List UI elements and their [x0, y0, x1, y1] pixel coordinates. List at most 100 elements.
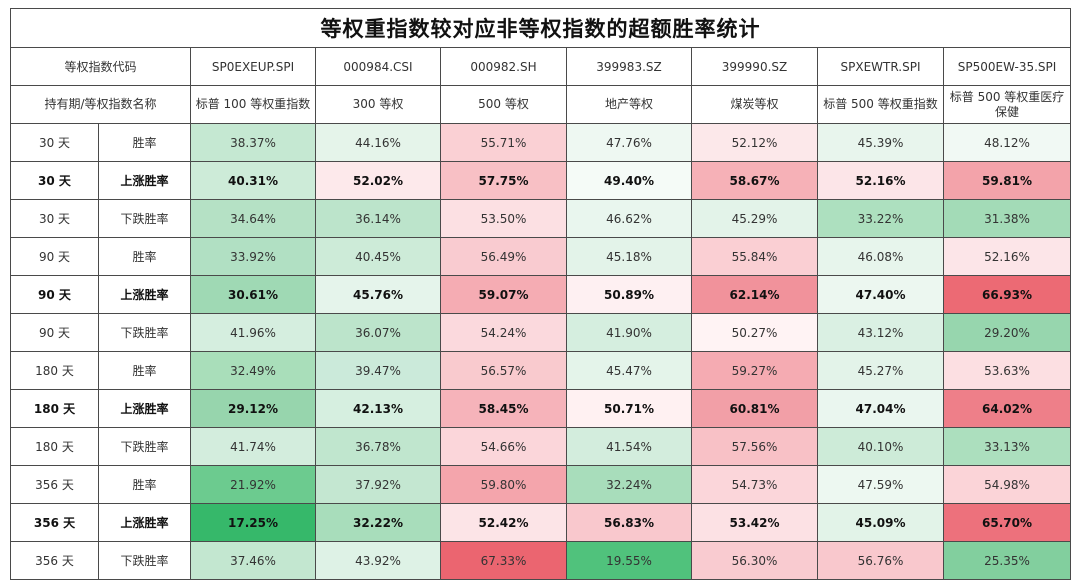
win-rate-cell: 53.50%	[440, 199, 567, 238]
win-rate-cell: 54.98%	[942, 465, 1072, 504]
win-rate-cell: 59.81%	[942, 161, 1072, 200]
win-rate-cell: 42.13%	[315, 389, 441, 428]
holding-period-cell: 30 天	[10, 161, 99, 200]
win-rate-cell: 41.96%	[190, 313, 316, 352]
holding-period-cell: 30 天	[10, 123, 99, 162]
win-rate-cell: 57.75%	[440, 161, 567, 200]
win-rate-cell: 29.20%	[942, 313, 1072, 352]
win-rate-cell: 52.16%	[942, 237, 1072, 276]
win-rate-cell: 43.92%	[315, 541, 441, 580]
win-rate-cell: 54.73%	[691, 465, 818, 504]
column-index-code: SP0EXEUP.SPI	[190, 47, 316, 86]
win-rate-cell: 60.81%	[691, 389, 818, 428]
win-rate-cell: 66.93%	[942, 275, 1072, 314]
win-rate-cell: 53.42%	[691, 503, 818, 542]
holding-period-cell: 356 天	[10, 503, 99, 542]
win-rate-cell: 56.30%	[691, 541, 818, 580]
win-rate-cell: 25.35%	[942, 541, 1072, 580]
table-row: 90 天下跌胜率 41.96% 36.07% 54.24% 41.90% 50.27% 43…	[10, 313, 1072, 352]
metric-cell: 下跌胜率	[98, 313, 191, 352]
metric-cell: 上涨胜率	[98, 389, 191, 428]
win-rate-cell: 41.90%	[566, 313, 692, 352]
metric-cell: 上涨胜率	[98, 503, 191, 542]
metric-cell: 上涨胜率	[98, 275, 191, 314]
win-rate-cell: 40.10%	[817, 427, 944, 466]
win-rate-cell: 54.66%	[440, 427, 567, 466]
win-rate-cell: 46.08%	[817, 237, 944, 276]
win-rate-cell: 37.92%	[315, 465, 441, 504]
win-rate-cell: 29.12%	[190, 389, 316, 428]
win-rate-cell: 45.18%	[566, 237, 692, 276]
table-row: 30 天上涨胜率 40.31% 52.02% 57.75% 49.40% 58.67% 52…	[10, 161, 1072, 200]
metric-cell: 胜率	[98, 237, 191, 276]
win-rate-cell: 30.61%	[190, 275, 316, 314]
metric-cell: 上涨胜率	[98, 161, 191, 200]
win-rate-cell: 33.22%	[817, 199, 944, 238]
win-rate-cell: 50.71%	[566, 389, 692, 428]
win-rate-cell: 36.78%	[315, 427, 441, 466]
win-rate-cell: 32.24%	[566, 465, 692, 504]
win-rate-cell: 55.84%	[691, 237, 818, 276]
win-rate-cell: 46.62%	[566, 199, 692, 238]
win-rate-cell: 41.74%	[190, 427, 316, 466]
win-rate-cell: 45.76%	[315, 275, 441, 314]
stats-table-container: 等权重指数较对应非等权指数的超额胜率统计 等权指数代码 SP0EXEUP.SPI…	[9, 8, 1072, 580]
column-index-name: 煤炭等权	[691, 85, 818, 124]
win-rate-cell: 34.64%	[190, 199, 316, 238]
win-rate-cell: 45.39%	[817, 123, 944, 162]
win-rate-cell: 32.49%	[190, 351, 316, 390]
column-index-code: SP500EW-35.SPI	[942, 47, 1072, 86]
excess-win-rate-table: 等权重指数较对应非等权指数的超额胜率统计 等权指数代码 SP0EXEUP.SPI…	[9, 8, 1072, 580]
index-name-label: 持有期/等权指数名称	[10, 85, 191, 124]
win-rate-cell: 44.16%	[315, 123, 441, 162]
win-rate-cell: 52.16%	[817, 161, 944, 200]
holding-period-cell: 90 天	[10, 275, 99, 314]
win-rate-cell: 52.12%	[691, 123, 818, 162]
win-rate-cell: 65.70%	[942, 503, 1072, 542]
win-rate-cell: 57.56%	[691, 427, 818, 466]
table-row: 90 天上涨胜率 30.61% 45.76% 59.07% 50.89% 62.14% 47…	[10, 275, 1072, 314]
table-row: 180 天下跌胜率 41.74% 36.78% 54.66% 41.54% 57.56% 4…	[10, 427, 1072, 466]
win-rate-cell: 19.55%	[566, 541, 692, 580]
win-rate-cell: 38.37%	[190, 123, 316, 162]
win-rate-cell: 54.24%	[440, 313, 567, 352]
column-index-code: 000984.CSI	[315, 47, 441, 86]
win-rate-cell: 56.83%	[566, 503, 692, 542]
win-rate-cell: 49.40%	[566, 161, 692, 200]
table-row: 90 天胜率 33.92% 40.45% 56.49% 45.18% 55.84% 46.0…	[10, 237, 1072, 276]
column-index-code: SPXEWTR.SPI	[817, 47, 944, 86]
holding-period-cell: 180 天	[10, 427, 99, 466]
win-rate-cell: 59.07%	[440, 275, 567, 314]
win-rate-cell: 56.57%	[440, 351, 567, 390]
win-rate-cell: 36.14%	[315, 199, 441, 238]
win-rate-cell: 50.89%	[566, 275, 692, 314]
win-rate-cell: 21.92%	[190, 465, 316, 504]
win-rate-cell: 48.12%	[942, 123, 1072, 162]
holding-period-cell: 90 天	[10, 313, 99, 352]
win-rate-cell: 59.80%	[440, 465, 567, 504]
win-rate-cell: 45.09%	[817, 503, 944, 542]
win-rate-cell: 47.04%	[817, 389, 944, 428]
holding-period-cell: 180 天	[10, 351, 99, 390]
column-index-name: 标普 100 等权重指数	[190, 85, 316, 124]
metric-cell: 胜率	[98, 465, 191, 504]
win-rate-cell: 45.29%	[691, 199, 818, 238]
win-rate-cell: 45.27%	[817, 351, 944, 390]
metric-cell: 下跌胜率	[98, 427, 191, 466]
holding-period-cell: 30 天	[10, 199, 99, 238]
win-rate-cell: 56.76%	[817, 541, 944, 580]
column-index-code: 399990.SZ	[691, 47, 818, 86]
win-rate-cell: 17.25%	[190, 503, 316, 542]
win-rate-cell: 56.49%	[440, 237, 567, 276]
table-row: 30 天胜率 38.37% 44.16% 55.71% 47.76% 52.12% 45.3…	[10, 123, 1072, 162]
win-rate-cell: 52.42%	[440, 503, 567, 542]
win-rate-cell: 55.71%	[440, 123, 567, 162]
win-rate-cell: 33.13%	[942, 427, 1072, 466]
win-rate-cell: 37.46%	[190, 541, 316, 580]
metric-cell: 胜率	[98, 351, 191, 390]
win-rate-cell: 36.07%	[315, 313, 441, 352]
metric-cell: 下跌胜率	[98, 541, 191, 580]
column-index-name: 标普 500 等权重医疗保健	[942, 85, 1072, 124]
table-row: 180 天上涨胜率 29.12% 42.13% 58.45% 50.71% 60.81% 4…	[10, 389, 1072, 428]
win-rate-cell: 43.12%	[817, 313, 944, 352]
